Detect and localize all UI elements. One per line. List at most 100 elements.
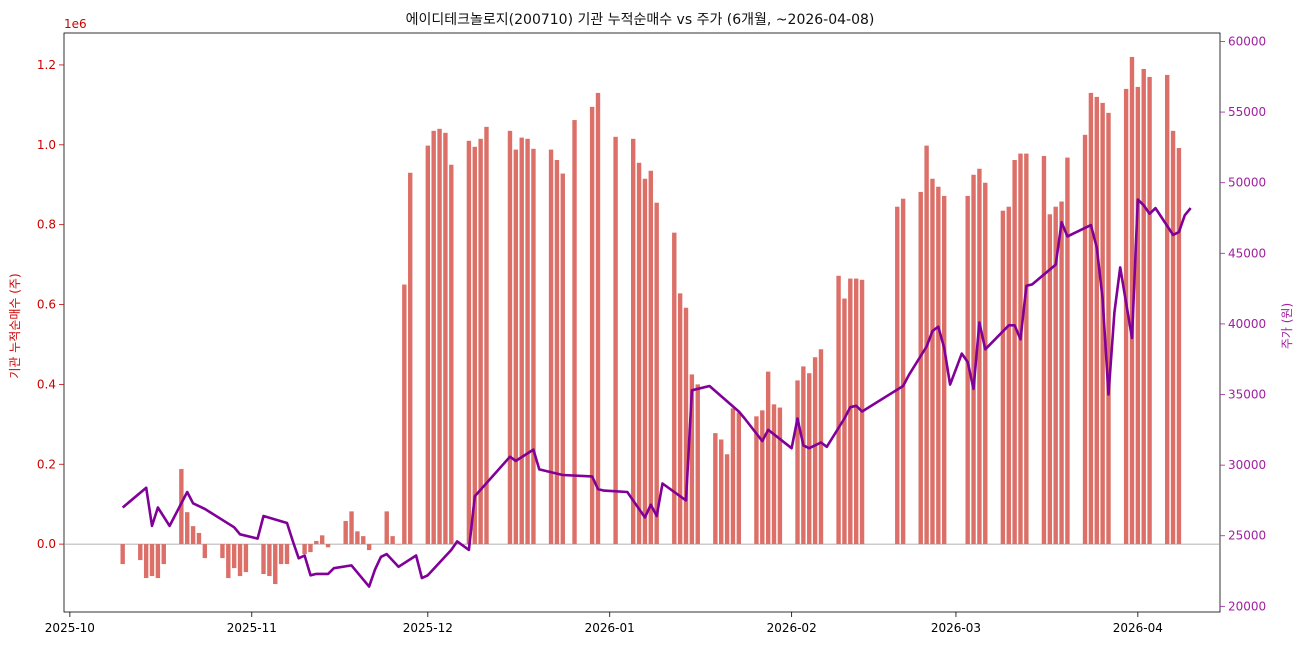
right-axis-tick-label: 50000 [1228, 176, 1266, 190]
bar [724, 454, 730, 545]
price-line [121, 198, 1192, 588]
bar [231, 544, 237, 569]
bar [513, 149, 519, 545]
bar [237, 544, 243, 577]
bar [1129, 56, 1135, 545]
bar [1041, 155, 1047, 545]
bar [771, 404, 777, 545]
bar [936, 186, 941, 545]
bar [648, 170, 654, 545]
bar [1147, 76, 1152, 545]
x-axis-tick-label: 2025-12 [403, 621, 453, 635]
left-axis-tick-label: 0.2 [37, 457, 56, 471]
bar [630, 138, 636, 545]
bar [1123, 88, 1129, 545]
left-axis-tick-label: 0.4 [37, 377, 56, 391]
bar [361, 536, 366, 545]
x-axis-tick-label: 2026-03 [931, 621, 981, 635]
bar [366, 544, 372, 551]
bar [220, 544, 225, 559]
bar [179, 469, 184, 545]
bar [408, 172, 413, 545]
bar [595, 92, 601, 545]
chart-title: 에이디테크놀로지(200710) 기관 누적순매수 vs 주가 (6개월, ~2… [406, 12, 875, 28]
bar [466, 140, 472, 545]
bar [343, 520, 348, 545]
bar [848, 278, 853, 545]
left-axis-tick-label: 1.2 [37, 58, 56, 72]
right-axis-tick-label: 30000 [1228, 458, 1266, 472]
right-axis-tick-label: 40000 [1228, 317, 1266, 331]
left-axis-offset-text: 1e6 [64, 17, 87, 31]
bar-series [120, 56, 1182, 585]
bar [1053, 206, 1058, 545]
bar [525, 138, 530, 545]
bar [695, 384, 700, 545]
bar [818, 349, 824, 545]
bar [478, 138, 483, 545]
bar [795, 380, 800, 545]
right-axis-tick-label: 25000 [1228, 529, 1266, 543]
bar [812, 357, 818, 545]
bar [267, 544, 272, 577]
bar [1094, 96, 1099, 545]
right-axis-label: 주가 (원) [1280, 303, 1294, 349]
bar [507, 130, 513, 545]
bar [308, 544, 313, 553]
bar [1088, 92, 1094, 545]
bar [900, 198, 906, 545]
bar [719, 439, 724, 545]
x-axis-tick-label: 2025-11 [227, 621, 277, 635]
bar [149, 544, 155, 577]
bar [302, 544, 307, 555]
bar [730, 408, 736, 545]
right-axis-tick-label: 55000 [1228, 105, 1266, 119]
bar [836, 275, 841, 545]
bar [138, 544, 143, 561]
bar [683, 307, 689, 545]
right-axis-tick-label: 45000 [1228, 246, 1266, 260]
bar [425, 145, 431, 545]
bar [143, 544, 149, 579]
left-axis-tick-label: 0.0 [37, 537, 56, 551]
bar [930, 178, 935, 545]
bar [548, 149, 554, 545]
bar [760, 410, 765, 545]
bar [243, 544, 249, 573]
bar [572, 120, 577, 545]
bar [801, 366, 806, 545]
bar [554, 159, 560, 545]
bar [636, 162, 642, 545]
bar [895, 206, 900, 545]
x-axis-tick-label: 2026-04 [1113, 621, 1163, 635]
bar [185, 512, 190, 545]
bar [1024, 153, 1029, 545]
bar [560, 173, 565, 545]
left-axis-tick-label: 0.8 [37, 218, 56, 232]
bar [965, 195, 970, 545]
bar [689, 374, 695, 545]
bar [284, 544, 290, 565]
bar [1012, 159, 1017, 545]
bar [1018, 153, 1023, 545]
bar [355, 531, 360, 545]
bar [202, 544, 208, 559]
plot-frame [63, 32, 1221, 613]
bar [589, 106, 595, 545]
bar [226, 544, 231, 579]
bar [314, 540, 319, 545]
bar [754, 416, 759, 545]
bar [273, 544, 278, 585]
x-axis-tick-label: 2026-01 [585, 621, 635, 635]
bar [1164, 74, 1170, 545]
bar [319, 535, 325, 545]
x-axis-tick-label: 2026-02 [767, 621, 817, 635]
bar [384, 511, 389, 545]
right-axis-tick-label: 20000 [1228, 599, 1266, 613]
bar [161, 544, 166, 565]
bar [672, 232, 677, 545]
bar [349, 511, 354, 545]
